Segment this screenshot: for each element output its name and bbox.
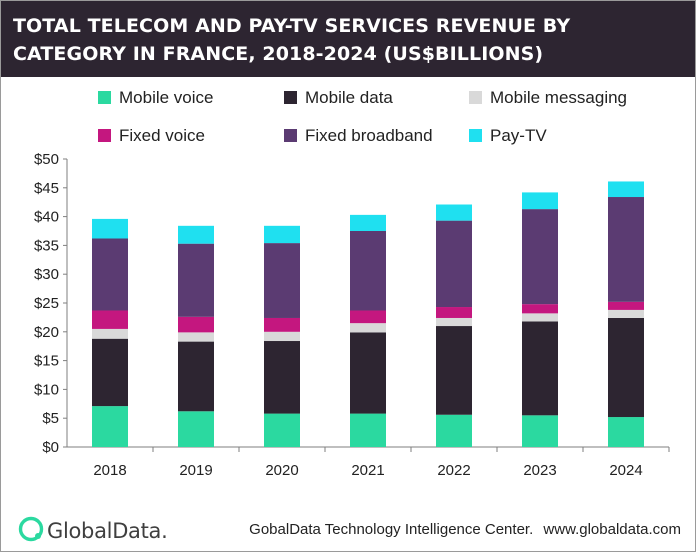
footer: GlobalData. GobalData Technology Intelli… xyxy=(1,507,695,551)
legend-label: Mobile voice xyxy=(119,88,214,107)
legend-item: Fixed broadband xyxy=(284,126,433,145)
bar-segment xyxy=(522,192,558,210)
bar-segment xyxy=(264,317,300,332)
bar-segment xyxy=(92,238,128,311)
legend-swatch xyxy=(98,91,111,104)
bar-segment xyxy=(608,301,644,310)
y-tick-label: $25 xyxy=(34,295,59,312)
bar-segment xyxy=(608,317,644,418)
bar-segment xyxy=(522,209,558,305)
bar-segment xyxy=(92,406,128,447)
chart-svg: Mobile voice Mobile data Mobile messaging F… xyxy=(34,88,670,479)
bar-segment xyxy=(178,225,214,244)
bar-segment xyxy=(350,323,386,333)
y-tick-label: $40 xyxy=(34,209,59,226)
legend-label: Fixed voice xyxy=(119,126,205,145)
y-tick-label: $30 xyxy=(34,266,59,283)
chart-title: TOTAL TELECOM AND PAY-TV SERVICES REVENU… xyxy=(13,15,571,65)
y-tick-label: $20 xyxy=(34,324,59,341)
x-tick-label: 2019 xyxy=(179,462,212,479)
source-text: GobalData Technology Intelligence Center… xyxy=(249,521,534,538)
bar-segment xyxy=(436,414,472,447)
bar-segment xyxy=(92,338,128,407)
legend-swatch xyxy=(284,91,297,104)
bar-segment xyxy=(522,321,558,416)
bar-segment xyxy=(350,214,386,231)
y-tick-label: $0 xyxy=(42,439,59,456)
bar-segment xyxy=(264,413,300,447)
bar-segment xyxy=(436,204,472,221)
bar-segment xyxy=(436,307,472,318)
bar-segment xyxy=(264,341,300,414)
x-tick-label: 2021 xyxy=(351,462,384,479)
legend-swatch xyxy=(469,91,482,104)
legend-item: Mobile voice xyxy=(98,88,214,107)
legend-item: Mobile data xyxy=(284,88,393,107)
legend-label: Mobile messaging xyxy=(490,88,627,107)
bar-segment xyxy=(92,218,128,239)
footer-source: GobalData Technology Intelligence Center… xyxy=(249,521,681,538)
bar-segment xyxy=(436,317,472,327)
bar-segment xyxy=(264,243,300,318)
bar-segment xyxy=(350,413,386,447)
bar-segment xyxy=(608,181,644,198)
y-tick-label: $50 xyxy=(34,151,59,168)
source-url[interactable]: www.globaldata.com xyxy=(543,521,681,538)
y-tick-label: $35 xyxy=(34,237,59,254)
bar-segment xyxy=(608,309,644,318)
bar-segment xyxy=(522,415,558,447)
logo-text: GlobalData. xyxy=(47,519,168,543)
bar-segment xyxy=(264,225,300,244)
bar-segment xyxy=(350,310,386,324)
bar-segment xyxy=(608,417,644,447)
chart-area: Mobile voice Mobile data Mobile messaging F… xyxy=(1,77,695,507)
x-tick-label: 2024 xyxy=(609,462,642,479)
bar-segment xyxy=(350,332,386,414)
bar-segment xyxy=(522,304,558,314)
legend-swatch xyxy=(284,129,297,142)
legend-item: Pay-TV xyxy=(469,126,547,145)
y-tick-label: $45 xyxy=(34,180,59,197)
y-tick-label: $10 xyxy=(34,381,59,398)
bar-segment xyxy=(178,341,214,412)
y-tick-label: $15 xyxy=(34,353,59,370)
x-tick-label: 2020 xyxy=(265,462,298,479)
bar-segment xyxy=(264,331,300,342)
bar-segment xyxy=(436,220,472,308)
bar-segment xyxy=(92,310,128,329)
globaldata-logo-icon xyxy=(18,516,44,542)
bar-segment xyxy=(522,313,558,322)
bar-segment xyxy=(178,411,214,447)
y-tick-label: $5 xyxy=(42,410,59,427)
legend-item: Fixed voice xyxy=(98,126,205,145)
bar-segment xyxy=(178,332,214,342)
legend-label: Mobile data xyxy=(305,88,393,107)
bar-segment xyxy=(350,231,386,311)
legend-swatch xyxy=(98,129,111,142)
x-tick-label: 2018 xyxy=(93,462,126,479)
x-tick-label: 2022 xyxy=(437,462,470,479)
bar-segment xyxy=(436,326,472,415)
title-bar: TOTAL TELECOM AND PAY-TV SERVICES REVENU… xyxy=(1,1,695,77)
x-tick-label: 2023 xyxy=(523,462,556,479)
legend-label: Pay-TV xyxy=(490,126,547,145)
legend-item: Mobile messaging xyxy=(469,88,627,107)
legend-label: Fixed broadband xyxy=(305,126,433,145)
legend-swatch xyxy=(469,129,482,142)
bar-segment xyxy=(608,197,644,302)
bar-segment xyxy=(178,243,214,317)
bar-segment xyxy=(92,328,128,339)
bar-segment xyxy=(178,316,214,333)
